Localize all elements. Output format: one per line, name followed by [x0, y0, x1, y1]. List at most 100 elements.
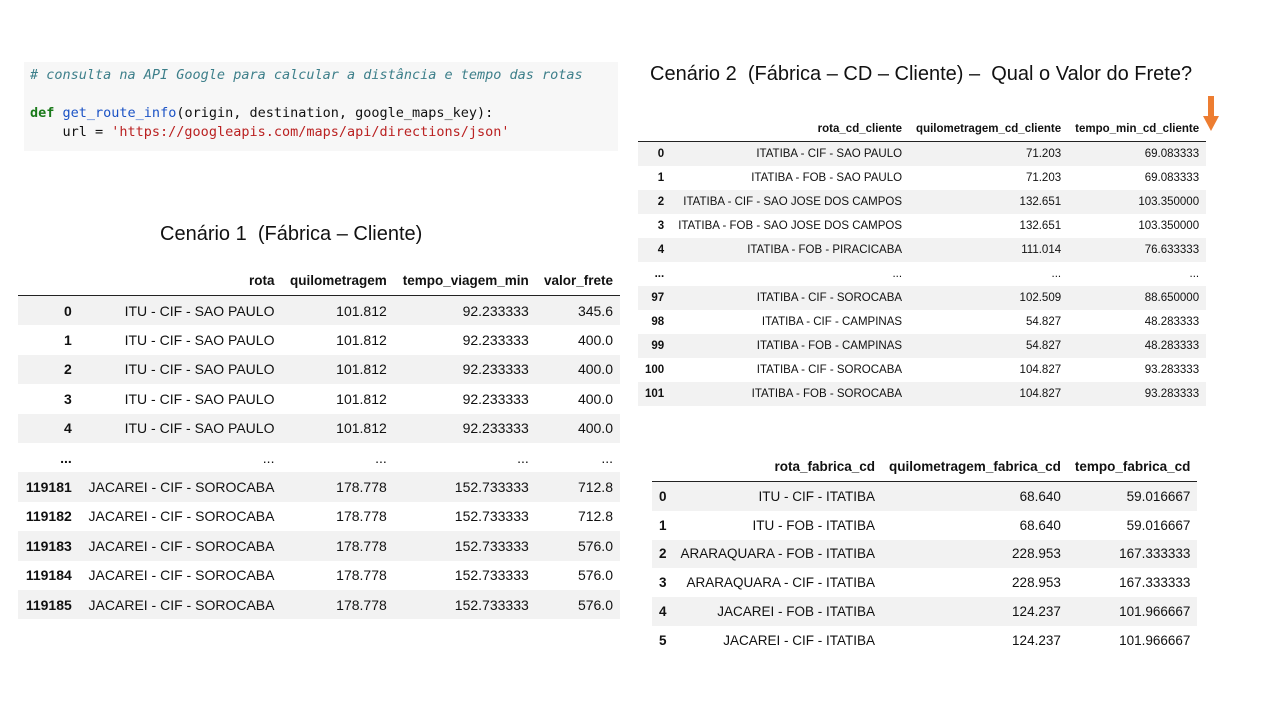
table-row: ...............: [18, 443, 620, 472]
cell-time: ...: [1189, 268, 1200, 280]
cell-route: ITU - CIF - SAO PAULO: [124, 390, 275, 407]
table-row: 2 ITATIBA - CIF - SAO JOSE DOS CAMPOS 132.…: [638, 190, 1207, 214]
cell-index: 0: [63, 302, 72, 319]
cell-time: 69.083333: [1144, 172, 1200, 184]
cell-route: ITATIBA - CIF - SAO PAULO: [756, 148, 903, 160]
cell-distance: 102.509: [1019, 292, 1062, 304]
cell-index: 2: [657, 196, 665, 208]
cell-distance: 101.812: [336, 361, 387, 378]
table-row: 119185 JACAREI - CIF - SOROCABA 178.778 152…: [18, 589, 620, 620]
table-row: 3 ARARAQUARA - CIF - ITATIBA 228.953 167.33…: [652, 568, 1197, 597]
scenario1-table: rota quilometragem tempo_viagem_min valor_f…: [18, 265, 620, 620]
cell-index: 4: [659, 604, 667, 620]
cell-time: 92.233333: [462, 420, 529, 437]
cell-index: 3: [657, 220, 665, 232]
cell-distance: 104.827: [1019, 388, 1062, 400]
table-row: 5 JACAREI - CIF - ITATIBA 124.237 101.96666…: [652, 626, 1197, 655]
cell-distance: 228.953: [1012, 575, 1061, 591]
cell-index: 2: [659, 546, 667, 562]
table-row: 101 ITATIBA - FOB - SOROCABA 104.827 93.283…: [638, 382, 1207, 406]
table-row: 98 ITATIBA - CIF - CAMPINAS 54.827 48.28333…: [638, 310, 1206, 334]
code-snippet: # consulta na API Google para calcular a…: [24, 62, 618, 151]
table-row: ............: [638, 262, 1206, 286]
cell-time: 92.233333: [462, 302, 529, 319]
cell-index: 1: [63, 332, 72, 349]
cell-time: 152.733333: [454, 508, 529, 525]
fabrica-cd-table: rota_fabrica_cd quilometragem_fabrica_cd t…: [652, 451, 1198, 655]
cell-index: 4: [63, 420, 72, 437]
cell-index: 119183: [25, 537, 72, 554]
cell-time: 92.233333: [462, 390, 529, 407]
cell-time: 69.083333: [1144, 148, 1200, 160]
cell-freight: ...: [601, 449, 613, 466]
cell-distance: 101.812: [336, 420, 387, 437]
cell-route: ITATIBA - FOB - PIRACICABA: [747, 244, 903, 256]
cell-distance: 132.651: [1019, 196, 1062, 208]
cell-distance: 178.778: [336, 479, 387, 496]
cell-distance: 101.812: [336, 390, 387, 407]
table-header-row: rota quilometragem tempo_viagem_min valor_f…: [18, 265, 620, 296]
table-row: 0 ITU - CIF - SAO PAULO 101.812 92.233333 34…: [18, 295, 620, 326]
table-row: 119184 JACAREI - CIF - SOROCABA 178.778 152…: [18, 561, 620, 590]
table-row: 119181 JACAREI - CIF - SOROCABA 178.778 152…: [18, 472, 620, 502]
cell-route: ITU - CIF - SAO PAULO: [124, 361, 275, 378]
cell-freight: 576.0: [577, 596, 613, 613]
cell-route: JACAREI - CIF - SOROCABA: [88, 596, 275, 613]
cell-freight: 400.0: [577, 390, 613, 407]
table-row: 2 ITU - CIF - SAO PAULO 101.812 92.233333 40…: [18, 354, 620, 385]
cell-distance: 124.237: [1012, 632, 1061, 648]
cell-time: 152.733333: [454, 596, 529, 613]
cell-route: ...: [262, 449, 275, 466]
cell-time: 59.016667: [1126, 488, 1191, 504]
cell-index: 1: [659, 517, 667, 533]
cell-route: ITU - CIF - SAO PAULO: [124, 420, 275, 437]
column-header-route: rota_fabrica_cd: [673, 451, 883, 482]
cell-time: 48.283333: [1144, 340, 1200, 352]
column-header-index: [638, 116, 672, 142]
cell-distance: 178.778: [336, 508, 387, 525]
code-function-name: get_route_info: [62, 105, 177, 121]
cell-index: 3: [63, 390, 72, 407]
cell-time: 101.966667: [1119, 632, 1191, 648]
cell-route: JACAREI - CIF - ITATIBA: [723, 632, 876, 648]
cell-freight: 400.0: [577, 332, 613, 349]
cell-index: ...: [654, 268, 665, 280]
cell-route: JACAREI - CIF - SOROCABA: [88, 567, 275, 584]
table-row: 4 ITATIBA - FOB - PIRACICABA 111.014 76.633…: [638, 238, 1207, 262]
code-params: (origin, destination, google_maps_key):: [176, 105, 494, 121]
cell-route: ITATIBA - CIF - SAO JOSE DOS CAMPOS: [683, 196, 903, 208]
cell-index: 0: [657, 148, 665, 160]
column-header-time: tempo_viagem_min: [393, 265, 536, 296]
cell-route: ITATIBA - FOB - SAO JOSE DOS CAMPOS: [678, 220, 903, 232]
cell-freight: 400.0: [577, 361, 613, 378]
cell-time: 167.333333: [1119, 575, 1191, 591]
cell-index: 3: [659, 575, 667, 591]
scenario2-title: Cenário 2 (Fábrica – CD – Cliente) – Qua…: [650, 63, 1193, 85]
cell-route: ITATIBA - FOB - SAO PAULO: [751, 172, 903, 184]
table-row: 2 ARARAQUARA - FOB - ITATIBA 228.953 167.33…: [652, 539, 1198, 569]
cell-distance: 68.640: [1019, 517, 1061, 533]
cell-route: JACAREI - CIF - SOROCABA: [88, 537, 275, 554]
code-url-string: 'https://googleapis.com/maps/api/directi…: [111, 124, 510, 140]
cell-time: 92.233333: [462, 332, 529, 349]
cell-route: ITATIBA - FOB - SOROCABA: [751, 388, 903, 400]
column-header-index: [18, 265, 79, 296]
cell-route: ITU - CIF - SAO PAULO: [124, 302, 275, 319]
cell-index: ...: [60, 449, 72, 466]
cell-freight: 712.8: [577, 508, 613, 525]
cell-route: ITU - CIF - SAO PAULO: [124, 332, 275, 349]
table-row: 1 ITU - CIF - SAO PAULO 101.812 92.233333 40…: [18, 325, 620, 354]
cell-route: ITATIBA - FOB - CAMPINAS: [756, 340, 903, 352]
cell-index: 2: [63, 361, 72, 378]
cell-index: 119181: [25, 479, 72, 496]
cell-time: 167.333333: [1119, 546, 1191, 562]
table-row: 4 JACAREI - FOB - ITATIBA 124.237 101.96666…: [652, 597, 1198, 626]
cell-distance: 178.778: [336, 567, 387, 584]
cell-index: 97: [651, 292, 665, 304]
column-header-distance: quilometragem_cd_cliente: [909, 116, 1069, 142]
cell-route: JACAREI - CIF - SOROCABA: [88, 508, 275, 525]
arrow-down-icon: [1203, 96, 1219, 131]
column-header-route: rota: [78, 265, 282, 296]
table-row: 1 ITATIBA - FOB - SAO PAULO 71.203 69.08333…: [638, 166, 1206, 190]
column-header-freight: valor_frete: [535, 265, 620, 296]
